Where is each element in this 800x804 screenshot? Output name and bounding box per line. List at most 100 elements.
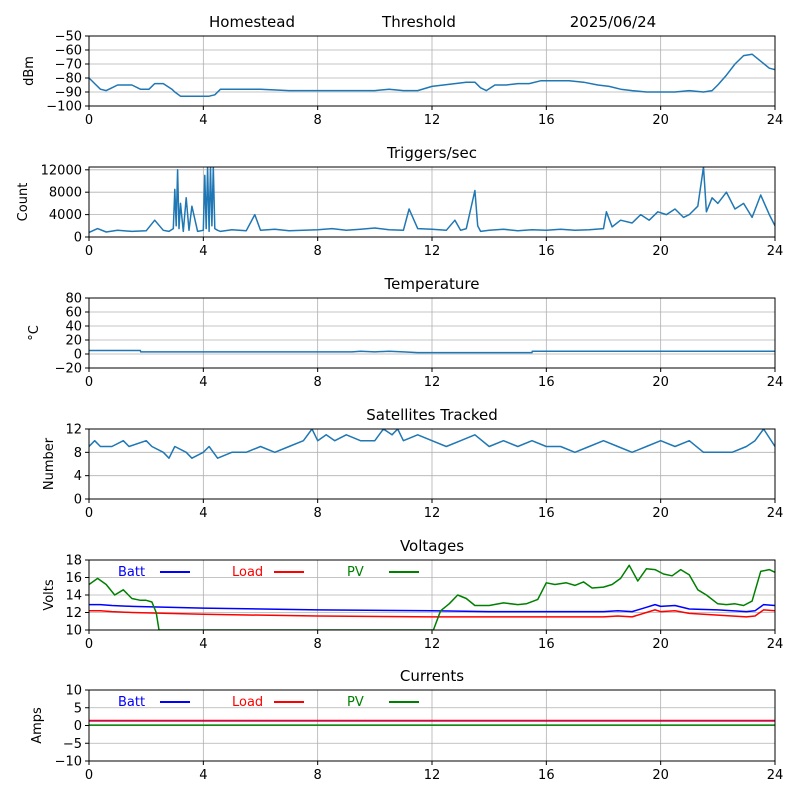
x-tick-label: 24 — [767, 375, 784, 390]
x-tick-label: 24 — [767, 113, 784, 128]
x-tick-label: 4 — [199, 375, 207, 390]
y-axis-label: Amps — [30, 707, 45, 744]
y-tick-label: 0 — [74, 719, 82, 734]
x-tick-label: 4 — [199, 506, 207, 521]
x-tick-label: 16 — [538, 113, 555, 128]
header: Homestead Threshold 2025/06/24 — [209, 13, 656, 31]
x-tick-label: 8 — [314, 768, 322, 783]
x-tick-label: 0 — [85, 375, 93, 390]
y-tick-label: 4 — [74, 469, 82, 484]
series-line-batt — [89, 603, 775, 613]
series-line-pv — [89, 564, 775, 630]
x-tick-label: 16 — [538, 244, 555, 259]
x-tick-label: 24 — [767, 244, 784, 259]
x-tick-label: 20 — [652, 375, 669, 390]
y-tick-label: 10 — [65, 684, 82, 699]
y-tick-label: 8000 — [49, 186, 82, 201]
legend-label-batt: Batt — [118, 565, 145, 580]
date-label: 2025/06/24 — [570, 13, 656, 31]
series-line-1 — [89, 429, 775, 459]
y-tick-label: 14 — [65, 589, 82, 604]
x-tick-label: 4 — [199, 244, 207, 259]
y-tick-label: −50 — [55, 30, 82, 45]
panel-title: Voltages — [400, 537, 464, 555]
y-tick-label: 12 — [65, 606, 82, 621]
x-tick-label: 20 — [652, 113, 669, 128]
x-tick-label: 24 — [767, 768, 784, 783]
x-tick-label: 4 — [199, 113, 207, 128]
x-tick-label: 16 — [538, 506, 555, 521]
y-tick-label: 0 — [74, 348, 82, 363]
y-tick-label: 12 — [65, 423, 82, 438]
y-tick-label: −5 — [63, 737, 82, 752]
series-line-1 — [89, 349, 775, 354]
x-tick-label: 16 — [538, 637, 555, 652]
x-tick-label: 8 — [314, 637, 322, 652]
y-tick-label: −90 — [55, 86, 82, 101]
y-axis-label: Volts — [42, 579, 57, 611]
panel-title: Temperature — [383, 275, 479, 293]
x-tick-label: 20 — [652, 637, 669, 652]
y-axis-label: Count — [16, 183, 31, 222]
y-tick-label: 5 — [74, 701, 82, 716]
y-tick-label: 60 — [65, 306, 82, 321]
series-line-load — [89, 609, 775, 618]
x-tick-label: 8 — [314, 244, 322, 259]
chart-panel-6: 0 4 8 12 16 20 24 −10 −5 0 5 10 Currents Amps Batt Load… — [30, 667, 783, 783]
x-tick-label: 12 — [424, 637, 441, 652]
x-tick-label: 8 — [314, 506, 322, 521]
y-tick-label: −20 — [55, 362, 82, 377]
x-tick-label: 0 — [85, 244, 93, 259]
series-line-1 — [89, 53, 775, 97]
x-tick-label: 0 — [85, 113, 93, 128]
legend-label-pv: PV — [347, 565, 364, 580]
legend-label-batt: Batt — [118, 695, 145, 710]
y-tick-label: 12000 — [41, 163, 82, 178]
chart-panel-5: 0 4 8 12 16 20 24 10 12 14 16 18 Voltages Volts Batt Lo… — [42, 537, 783, 652]
y-tick-label: −70 — [55, 58, 82, 73]
x-tick-label: 8 — [314, 113, 322, 128]
x-tick-label: 0 — [85, 506, 93, 521]
y-tick-label: 40 — [65, 320, 82, 335]
y-tick-label: −100 — [46, 100, 82, 115]
y-tick-label: 0 — [74, 231, 82, 246]
chart-panel-4: 0 4 8 12 16 20 24 0 4 8 12 Satellites Tracked Number — [42, 406, 783, 521]
y-axis-label: dBm — [22, 56, 37, 86]
y-tick-label: 8 — [74, 446, 82, 461]
x-tick-label: 24 — [767, 506, 784, 521]
panel-title: Currents — [400, 667, 464, 685]
y-tick-label: −80 — [55, 72, 82, 87]
y-tick-label: −60 — [55, 44, 82, 59]
y-axis-label: °C — [27, 325, 42, 341]
x-tick-label: 4 — [199, 768, 207, 783]
y-tick-label: 10 — [65, 624, 82, 639]
x-tick-label: 20 — [652, 768, 669, 783]
y-axis-label: Number — [42, 437, 57, 490]
chart-panel-2: 0 4 8 12 16 20 24 0 4000 8000 12000 Triggers/sec Cou… — [16, 144, 783, 259]
x-tick-label: 12 — [424, 375, 441, 390]
panel-title: Triggers/sec — [386, 144, 477, 162]
y-tick-label: −10 — [55, 755, 82, 770]
x-tick-label: 4 — [199, 637, 207, 652]
mode-label: Threshold — [381, 13, 456, 31]
x-tick-label: 20 — [652, 506, 669, 521]
x-tick-label: 16 — [538, 768, 555, 783]
x-tick-label: 20 — [652, 244, 669, 259]
station-label: Homestead — [209, 13, 295, 31]
x-tick-label: 8 — [314, 375, 322, 390]
y-tick-label: 20 — [65, 334, 82, 349]
x-tick-label: 12 — [424, 506, 441, 521]
y-tick-label: 4000 — [49, 208, 82, 223]
y-tick-label: 16 — [65, 571, 82, 586]
x-tick-label: 0 — [85, 637, 93, 652]
chart-panel-1: 0 4 8 12 16 20 24 −100−90−80−70−60−50 dBm — [22, 30, 783, 129]
x-tick-label: 12 — [424, 768, 441, 783]
legend-label-load: Load — [232, 565, 263, 580]
x-tick-label: 24 — [767, 637, 784, 652]
y-tick-label: 0 — [74, 493, 82, 508]
legend-label-pv: PV — [347, 695, 364, 710]
x-tick-label: 16 — [538, 375, 555, 390]
